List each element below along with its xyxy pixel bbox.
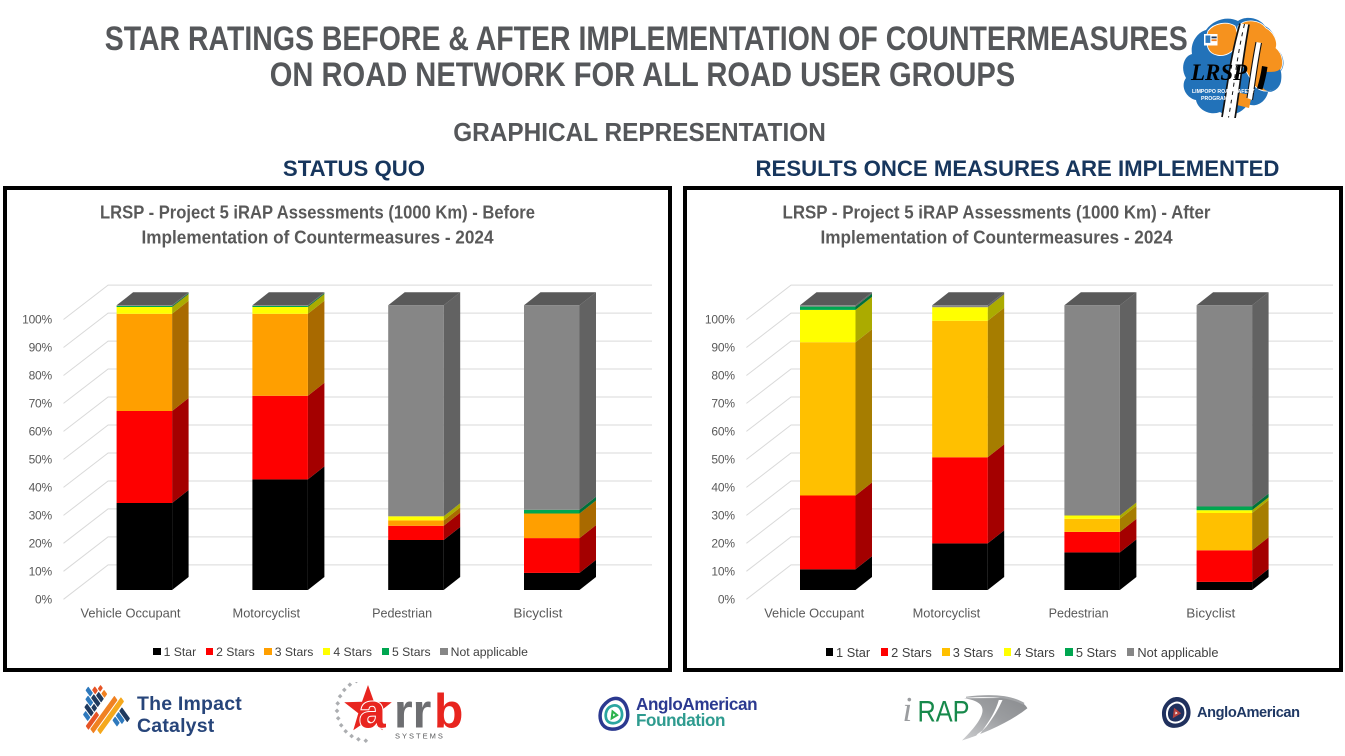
- svg-text:20%: 20%: [29, 537, 53, 551]
- svg-text:Pedestrian: Pedestrian: [372, 606, 432, 621]
- svg-text:LRSP - Project 5 iRAP Assessme: LRSP - Project 5 iRAP Assessments (1000 …: [100, 202, 535, 222]
- svg-text:RAP: RAP: [918, 696, 970, 729]
- svg-text:30%: 30%: [711, 509, 735, 523]
- svg-text:LIMPOPO ROAD SAFETY: LIMPOPO ROAD SAFETY: [1192, 89, 1255, 95]
- svg-text:LRSP - Project 5 iRAP Assessme: LRSP - Project 5 iRAP Assessments (1000 …: [783, 202, 1211, 222]
- svg-text:LRSP: LRSP: [1190, 60, 1248, 85]
- svg-text:SYSTEMS: SYSTEMS: [395, 732, 445, 741]
- svg-text:50%: 50%: [711, 453, 735, 467]
- svg-text:Bicyclist: Bicyclist: [1186, 606, 1235, 621]
- svg-text:Bicyclist: Bicyclist: [513, 606, 562, 621]
- svg-text:10%: 10%: [711, 565, 735, 579]
- svg-text:40%: 40%: [711, 481, 735, 495]
- svg-text:90%: 90%: [29, 341, 53, 355]
- svg-text:Pedestrian: Pedestrian: [1049, 606, 1109, 621]
- svg-text:0%: 0%: [718, 593, 735, 607]
- svg-text:Vehicle Occupant: Vehicle Occupant: [81, 606, 181, 621]
- svg-text:80%: 80%: [711, 369, 735, 383]
- svg-text:100%: 100%: [705, 313, 735, 327]
- svg-text:Motorcyclist: Motorcyclist: [233, 606, 301, 621]
- svg-text:90%: 90%: [711, 341, 735, 355]
- svg-text:Motorcyclist: Motorcyclist: [913, 606, 981, 621]
- svg-text:a: a: [359, 686, 386, 739]
- svg-text:100%: 100%: [22, 313, 52, 327]
- svg-text:10%: 10%: [29, 565, 53, 579]
- svg-text:60%: 60%: [711, 425, 735, 439]
- svg-text:Vehicle Occupant: Vehicle Occupant: [764, 606, 864, 621]
- svg-text:PROGRAMME: PROGRAMME: [1201, 96, 1236, 102]
- svg-text:20%: 20%: [711, 537, 735, 551]
- svg-text:Implementation of Countermeasu: Implementation of Countermeasures - 2024: [142, 228, 494, 248]
- svg-text:b: b: [434, 686, 463, 739]
- svg-text:rr: rr: [394, 686, 431, 739]
- svg-text:0%: 0%: [35, 593, 52, 607]
- svg-text:30%: 30%: [29, 509, 53, 523]
- svg-text:70%: 70%: [29, 397, 53, 411]
- svg-text:80%: 80%: [29, 369, 53, 383]
- svg-text:70%: 70%: [711, 397, 735, 411]
- svg-text:40%: 40%: [29, 481, 53, 495]
- svg-text:i: i: [903, 690, 913, 729]
- svg-text:50%: 50%: [29, 453, 53, 467]
- svg-text:60%: 60%: [29, 425, 53, 439]
- svg-text:Implementation of Countermeasu: Implementation of Countermeasures - 2024: [821, 228, 1173, 248]
